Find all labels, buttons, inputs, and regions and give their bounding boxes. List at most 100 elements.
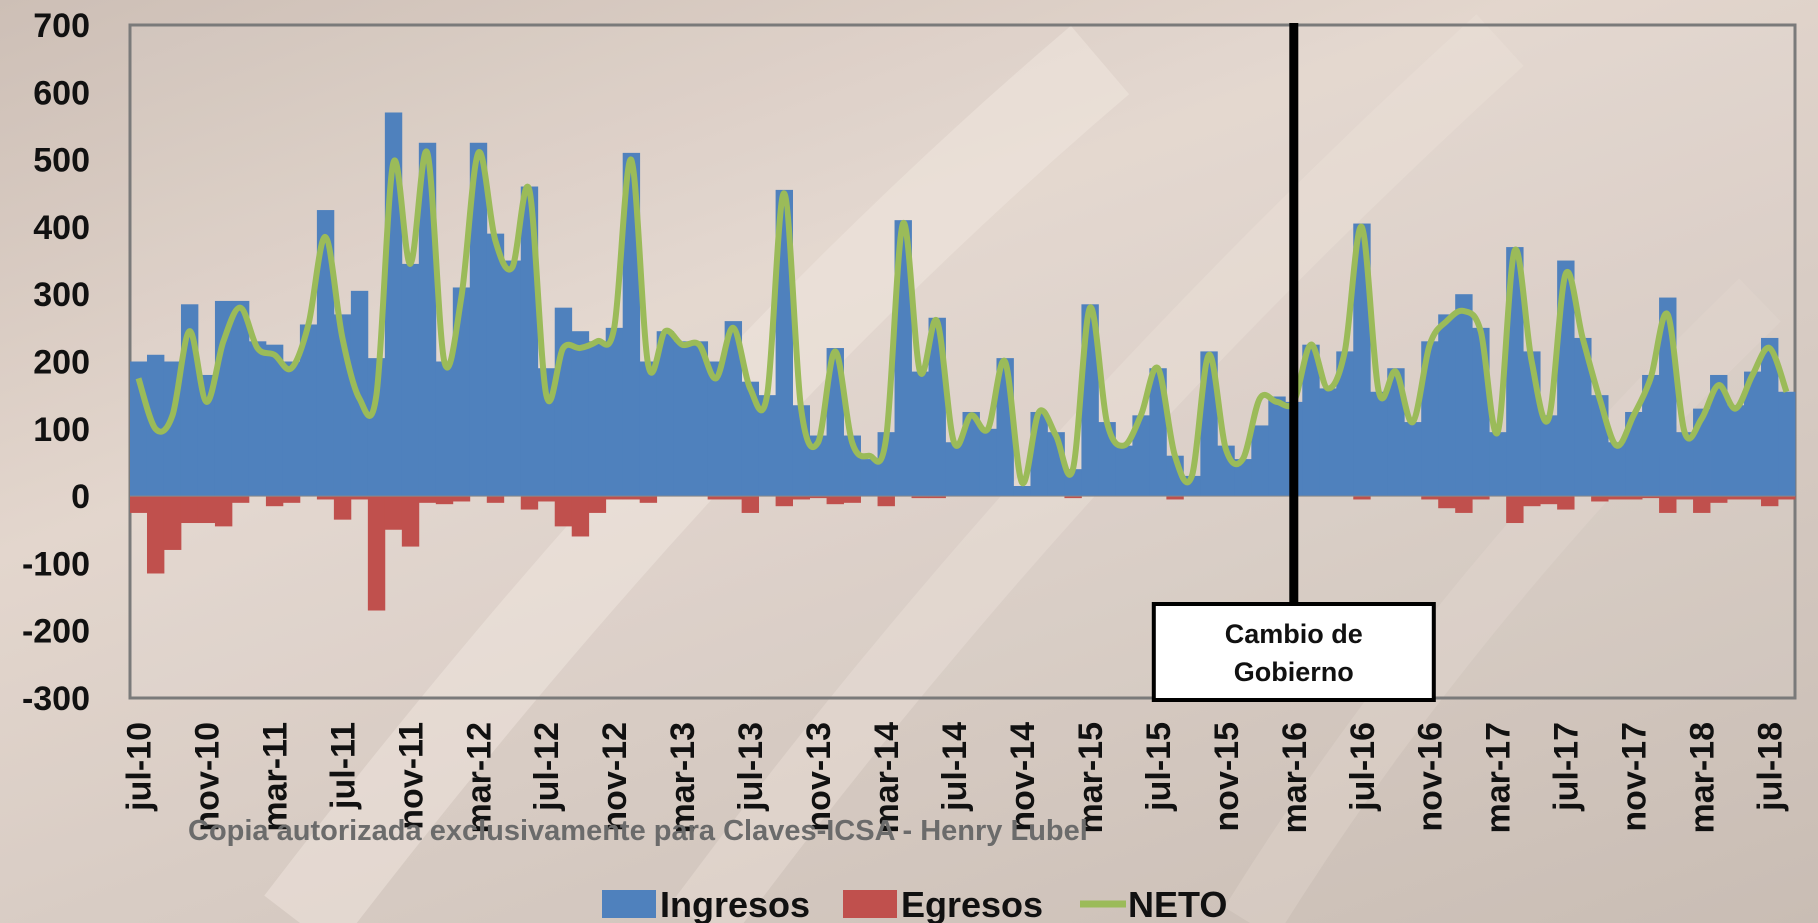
bar-ingresos — [758, 395, 777, 497]
bar-egresos — [1523, 496, 1541, 507]
bar-egresos — [1540, 496, 1558, 505]
bar-egresos — [1778, 496, 1796, 500]
bar-ingresos — [860, 459, 878, 497]
bar-ingresos — [945, 442, 963, 497]
x-tick-label: nov-11 — [392, 722, 430, 830]
bar-egresos — [130, 496, 148, 513]
x-tick-label: mar-12 — [460, 722, 498, 834]
x-tick-label: jul-15 — [1140, 722, 1178, 812]
legend-swatch-egresos — [843, 890, 897, 918]
bar-egresos — [537, 496, 556, 502]
y-tick-label: 700 — [33, 7, 90, 45]
bar-ingresos — [1455, 294, 1473, 497]
bar-egresos — [231, 496, 250, 503]
y-tick-label: -100 — [22, 545, 90, 583]
x-tick-label: mar-14 — [868, 722, 906, 834]
legend-label-ingresos: Ingresos — [660, 884, 810, 923]
bar-ingresos — [1336, 351, 1354, 497]
bar-ingresos — [1744, 371, 1762, 497]
bar-ingresos — [1302, 344, 1320, 497]
x-tick-label: nov-17 — [1616, 722, 1654, 832]
x-tick-label: jul-17 — [1548, 722, 1586, 812]
bar-ingresos — [1778, 391, 1796, 497]
bar-egresos — [792, 496, 810, 500]
x-tick-label: jul-12 — [528, 722, 566, 812]
bar-egresos — [384, 496, 403, 530]
bar-egresos — [639, 496, 658, 503]
bar-ingresos — [809, 435, 827, 497]
bar-egresos — [1625, 496, 1643, 500]
x-tick-label: nov-16 — [1412, 722, 1450, 832]
bar-egresos — [350, 496, 369, 500]
bar-ingresos — [639, 361, 658, 497]
x-tick-label: nov-13 — [800, 722, 838, 832]
bar-egresos — [1761, 496, 1779, 507]
bar-ingresos — [826, 348, 844, 497]
x-tick-label: jul-13 — [732, 722, 770, 812]
x-tick-label: mar-15 — [1072, 722, 1110, 834]
x-tick-label: jul-16 — [1344, 722, 1382, 812]
bar-egresos — [520, 496, 539, 510]
bar-egresos — [452, 496, 471, 502]
bar-ingresos — [979, 428, 997, 497]
bar-ingresos — [197, 374, 216, 497]
bar-ingresos — [282, 361, 301, 497]
bar-egresos — [214, 496, 233, 527]
bar-egresos — [486, 496, 505, 503]
bar-egresos — [1693, 496, 1711, 513]
bar-egresos — [1642, 496, 1660, 499]
bar-ingresos — [1115, 445, 1133, 497]
bar-egresos — [724, 496, 743, 500]
bar-ingresos — [690, 341, 709, 497]
legend-label-neto: NETO — [1128, 884, 1227, 923]
bar-ingresos — [265, 344, 284, 497]
y-tick-label: -200 — [22, 613, 90, 651]
bar-egresos — [826, 496, 844, 505]
bar-ingresos — [1608, 442, 1626, 497]
bar-egresos — [163, 496, 182, 550]
bar-egresos — [1591, 496, 1609, 502]
bar-ingresos — [503, 260, 522, 497]
x-tick-label: nov-14 — [1004, 722, 1042, 832]
bar-egresos — [571, 496, 590, 537]
bar-ingresos — [1268, 396, 1286, 497]
neto-line — [135, 148, 1790, 486]
x-tick-label: nov-12 — [596, 722, 634, 832]
bar-ingresos — [435, 361, 454, 497]
bar-egresos — [843, 496, 861, 503]
x-tick-label: jul-18 — [1752, 722, 1790, 812]
x-axis: jul-10 nov-10 mar-11 jul-11 nov-11 mar-12 jul-… — [121, 722, 1790, 834]
bar-ingresos — [1710, 374, 1728, 497]
bar-egresos — [1353, 496, 1371, 500]
bar-egresos — [1608, 496, 1626, 500]
bar-egresos — [1557, 496, 1575, 510]
bar-ingresos — [1387, 368, 1405, 497]
bar-egresos — [1727, 496, 1745, 500]
bar-egresos — [197, 496, 216, 524]
bar-egresos — [1506, 496, 1524, 524]
bar-ingresos — [1319, 388, 1337, 497]
legend: Ingresos Egresos NETO — [602, 884, 1227, 923]
bar-ingresos — [673, 341, 692, 497]
bar-egresos — [1438, 496, 1456, 509]
x-tick-label: mar-17 — [1480, 722, 1518, 834]
bar-egresos — [333, 496, 352, 520]
bar-egresos — [741, 496, 760, 513]
bar-ingresos — [1251, 425, 1269, 497]
y-tick-label: 300 — [33, 276, 90, 314]
bar-egresos — [911, 496, 929, 499]
bar-egresos — [605, 496, 624, 500]
bar-ingresos — [231, 300, 250, 497]
bar-ingresos — [1353, 223, 1371, 497]
bar-ingresos — [1489, 432, 1507, 497]
bar-ingresos — [1727, 405, 1745, 497]
y-axis: 700 600 500 400 300 200 100 0 -100 -200 -300 — [22, 7, 90, 718]
legend-label-egresos: Egresos — [901, 884, 1043, 923]
annotation-line-2: Gobierno — [1234, 657, 1354, 687]
bar-egresos — [1166, 496, 1184, 500]
bar-ingresos — [962, 411, 980, 497]
bar-ingresos — [554, 307, 573, 497]
bar-egresos — [401, 496, 420, 547]
bar-ingresos — [401, 263, 420, 497]
